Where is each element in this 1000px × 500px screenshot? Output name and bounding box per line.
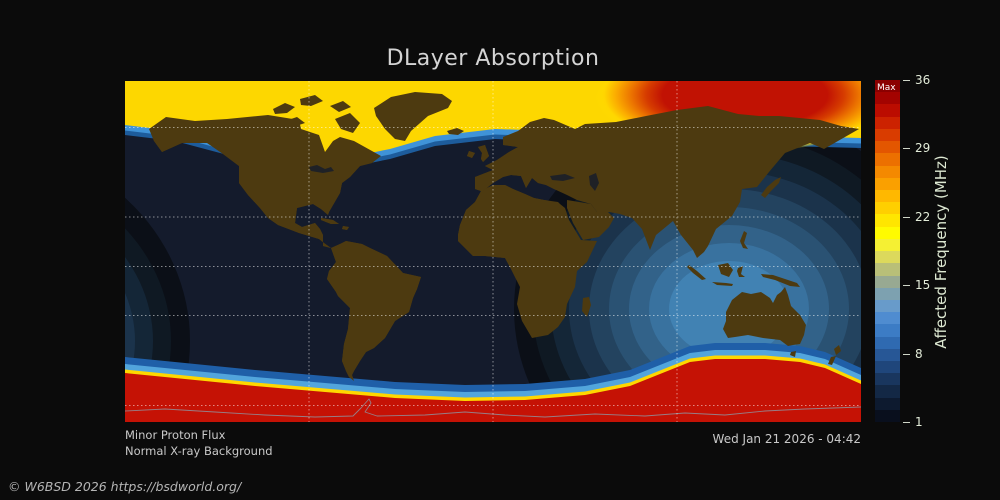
antarctica-coastline [125, 398, 861, 418]
colorbar-tick-label: 15 [915, 278, 931, 293]
colorbar-segment [875, 104, 900, 117]
colorbar-segment [875, 336, 900, 349]
colorbar-segment [875, 177, 900, 190]
colorbar-axis-label: Affected Frequency (MHz) [932, 155, 950, 349]
condition-status: Minor Proton Flux Normal X-ray Backgroun… [125, 427, 273, 459]
colorbar-segment [875, 397, 900, 410]
colorbar-tick-label: 22 [915, 209, 931, 224]
colorbar [875, 80, 900, 423]
colorbar-segment [875, 153, 900, 166]
colorbar-segment [875, 263, 900, 276]
copyright-notice: © W6BSD 2026 https://bsdworld.org/ [8, 479, 242, 494]
colorbar-tick-mark [903, 216, 910, 218]
colorbar-segment [875, 385, 900, 398]
colorbar-segment [875, 409, 900, 423]
colorbar-tick-mark [903, 285, 910, 287]
colorbar-segment [875, 226, 900, 239]
graticule [125, 81, 861, 422]
map-timestamp: Wed Jan 21 2026 - 04:42 [712, 432, 861, 446]
colorbar-segment [875, 141, 900, 154]
colorbar-tick-mark [903, 148, 910, 150]
colorbar-segment [875, 238, 900, 252]
colorbar-segment [875, 275, 900, 288]
colorbar-tick-mark [903, 422, 910, 423]
colorbar-segment [875, 165, 900, 178]
colorbar-tick-mark [903, 80, 910, 81]
colorbar-max-label: Max [877, 83, 896, 93]
colorbar-segment [875, 128, 900, 142]
colorbar-segment [875, 373, 900, 386]
colorbar-segment [875, 92, 900, 105]
colorbar-segment [875, 202, 900, 215]
colorbar-segment [875, 312, 900, 325]
xray-background-status: Normal X-ray Background [125, 444, 273, 458]
coastlines [125, 91, 861, 418]
colorbar-segment [875, 361, 900, 374]
colorbar-tick-label: 8 [915, 346, 923, 361]
colorbar-segment [875, 324, 900, 337]
world-absorption-map [125, 81, 861, 422]
colorbar-segment [875, 299, 900, 313]
colorbar-segment [875, 80, 900, 93]
proton-flux-status: Minor Proton Flux [125, 428, 226, 442]
colorbar-tick-label: 36 [915, 73, 931, 87]
colorbar-tick-label: 1 [915, 415, 923, 429]
colorbar-segment [875, 116, 900, 129]
colorbar-segment [875, 189, 900, 203]
colorbar-segment [875, 348, 900, 362]
page-title: DLayer Absorption [386, 46, 600, 71]
colorbar-segment [875, 251, 900, 264]
colorbar-tick-label: 29 [915, 141, 931, 156]
colorbar-tick-mark [903, 353, 910, 355]
colorbar-segment [875, 214, 900, 227]
colorbar-segment [875, 287, 900, 300]
